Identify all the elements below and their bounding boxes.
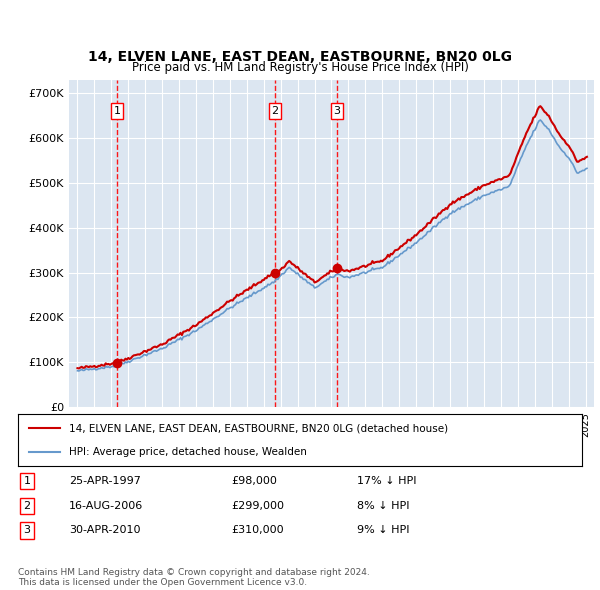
Text: 3: 3	[23, 526, 31, 535]
Text: £98,000: £98,000	[231, 476, 277, 486]
Text: 2: 2	[272, 106, 278, 116]
Text: 17% ↓ HPI: 17% ↓ HPI	[357, 476, 416, 486]
Text: £310,000: £310,000	[231, 526, 284, 535]
Text: Contains HM Land Registry data © Crown copyright and database right 2024.
This d: Contains HM Land Registry data © Crown c…	[18, 568, 370, 587]
Text: 14, ELVEN LANE, EAST DEAN, EASTBOURNE, BN20 0LG (detached house): 14, ELVEN LANE, EAST DEAN, EASTBOURNE, B…	[69, 423, 448, 433]
Text: HPI: Average price, detached house, Wealden: HPI: Average price, detached house, Weal…	[69, 447, 307, 457]
Text: £299,000: £299,000	[231, 501, 284, 510]
Text: Price paid vs. HM Land Registry's House Price Index (HPI): Price paid vs. HM Land Registry's House …	[131, 61, 469, 74]
Text: 30-APR-2010: 30-APR-2010	[69, 526, 140, 535]
Text: 8% ↓ HPI: 8% ↓ HPI	[357, 501, 409, 510]
Text: 14, ELVEN LANE, EAST DEAN, EASTBOURNE, BN20 0LG: 14, ELVEN LANE, EAST DEAN, EASTBOURNE, B…	[88, 50, 512, 64]
Text: 2: 2	[23, 501, 31, 510]
Text: 16-AUG-2006: 16-AUG-2006	[69, 501, 143, 510]
Text: 1: 1	[113, 106, 121, 116]
Text: 1: 1	[23, 476, 31, 486]
Text: 25-APR-1997: 25-APR-1997	[69, 476, 141, 486]
Text: 3: 3	[334, 106, 341, 116]
Text: 9% ↓ HPI: 9% ↓ HPI	[357, 526, 409, 535]
